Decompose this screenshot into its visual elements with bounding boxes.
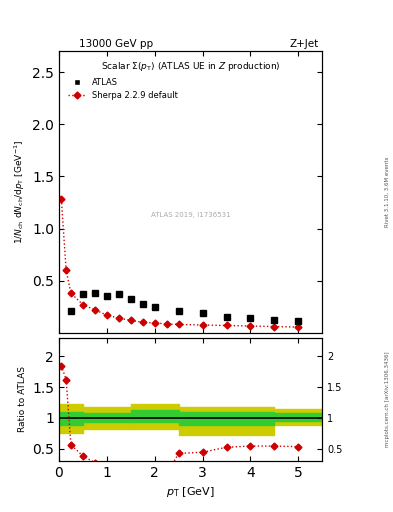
Text: Scalar $\Sigma(p_\mathrm{T})$ (ATLAS UE in $Z$ production): Scalar $\Sigma(p_\mathrm{T})$ (ATLAS UE … [101, 60, 280, 73]
Text: 13000 GeV pp: 13000 GeV pp [79, 38, 153, 49]
Text: mcplots.cern.ch [arXiv:1306.3436]: mcplots.cern.ch [arXiv:1306.3436] [385, 352, 389, 447]
Text: Z+Jet: Z+Jet [289, 38, 318, 49]
Legend: ATLAS, Sherpa 2.2.9 default: ATLAS, Sherpa 2.2.9 default [66, 75, 180, 102]
X-axis label: $p_\mathrm{T}\ [\mathrm{GeV}]$: $p_\mathrm{T}\ [\mathrm{GeV}]$ [166, 485, 215, 499]
Y-axis label: $1/N_\mathrm{ch}\ \mathrm{d}N_\mathrm{ch}/\mathrm{d}p_\mathrm{T}\ [\mathrm{GeV}^: $1/N_\mathrm{ch}\ \mathrm{d}N_\mathrm{ch… [12, 140, 27, 244]
Text: ATLAS 2019, I1736531: ATLAS 2019, I1736531 [151, 211, 230, 218]
Y-axis label: Ratio to ATLAS: Ratio to ATLAS [18, 367, 27, 432]
Text: Rivet 3.1.10, 3.6M events: Rivet 3.1.10, 3.6M events [385, 157, 389, 227]
